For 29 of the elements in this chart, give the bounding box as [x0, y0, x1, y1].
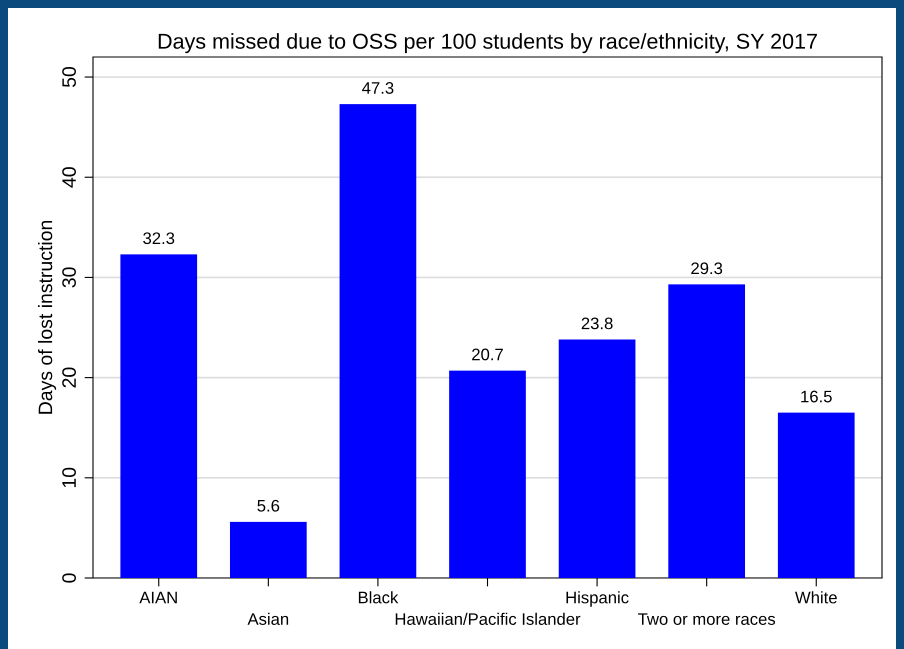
y-tick-label: 30 — [62, 267, 76, 288]
data-label: 47.3 — [362, 82, 394, 94]
bar — [230, 522, 307, 578]
x-tick-label: White — [795, 591, 837, 604]
x-tick-label: AIAN — [139, 592, 177, 604]
x-tick-label: Black — [358, 591, 398, 604]
data-label: 32.3 — [143, 232, 174, 244]
data-label: 23.8 — [582, 318, 613, 330]
x-tick-label: Hawaiian/Pacific Islander — [396, 612, 580, 625]
bar — [778, 412, 855, 578]
bar — [340, 104, 416, 578]
y-axis-title: Days of lost instruction — [38, 220, 56, 414]
x-tick-label: Two or more races — [638, 613, 776, 625]
data-label: 29.3 — [691, 262, 722, 274]
bar — [668, 284, 746, 578]
bar — [120, 254, 198, 578]
bar — [449, 370, 526, 578]
y-tick-label: 0 — [62, 573, 76, 583]
y-tick-label: 20 — [62, 368, 76, 388]
y-tick-label: 40 — [62, 167, 76, 188]
x-tick-label: Asian — [248, 612, 288, 625]
data-label: 16.5 — [801, 390, 832, 402]
bar — [558, 340, 636, 578]
x-tick-label: Hispanic — [566, 591, 629, 607]
chart-title: Days missed due to OSS per 100 students by race/ethnicity, SY 2017 — [158, 33, 817, 54]
data-label: 20.7 — [472, 348, 503, 360]
y-tick-label: 10 — [62, 468, 76, 488]
data-label: 5.6 — [257, 500, 280, 512]
y-tick-label: 50 — [62, 66, 76, 88]
